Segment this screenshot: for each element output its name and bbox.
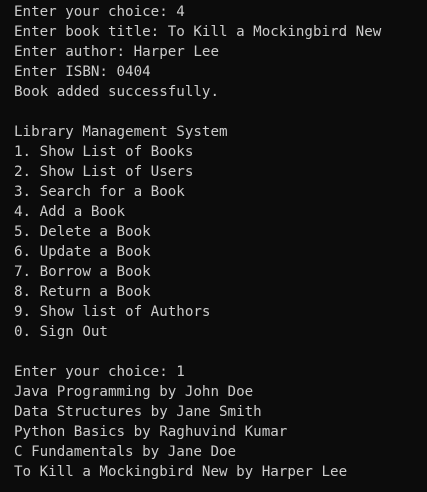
terminal-line: Enter your choice: 1 [14, 364, 185, 380]
terminal-line: 2. Show List of Users [14, 164, 194, 180]
blank-line [14, 342, 427, 362]
terminal-line: 4. Add a Book [14, 204, 126, 220]
terminal-line: 9. Show list of Authors [14, 304, 211, 320]
terminal-line: C Fundamentals by Jane Doe [14, 444, 237, 460]
terminal-line: 5. Delete a Book [14, 224, 151, 240]
terminal-line: Python Basics by Raghuvind Kumar [14, 424, 288, 440]
terminal-line: Enter your choice: 4 [14, 4, 185, 20]
terminal-line: Enter ISBN: 0404 [14, 64, 151, 80]
terminal-line: 3. Search for a Book [14, 184, 185, 200]
terminal-line: 6. Update a Book [14, 244, 151, 260]
terminal-line: 0. Sign Out [14, 324, 108, 340]
terminal-line: 8. Return a Book [14, 284, 151, 300]
terminal-line: Enter book title: To Kill a Mockingbird … [14, 24, 382, 40]
terminal-line: Java Programming by John Doe [14, 384, 254, 400]
blank-line [14, 102, 427, 122]
terminal-line: Data Structures by Jane Smith [14, 404, 262, 420]
terminal-line: 7. Borrow a Book [14, 264, 151, 280]
terminal-line: Library Management System [14, 124, 228, 140]
terminal-line: To Kill a Mockingbird New by Harper Lee [14, 464, 348, 480]
terminal-line: Book added successfully. [14, 84, 219, 100]
terminal-line: Enter author: Harper Lee [14, 44, 219, 60]
terminal-line: 1. Show List of Books [14, 144, 194, 160]
